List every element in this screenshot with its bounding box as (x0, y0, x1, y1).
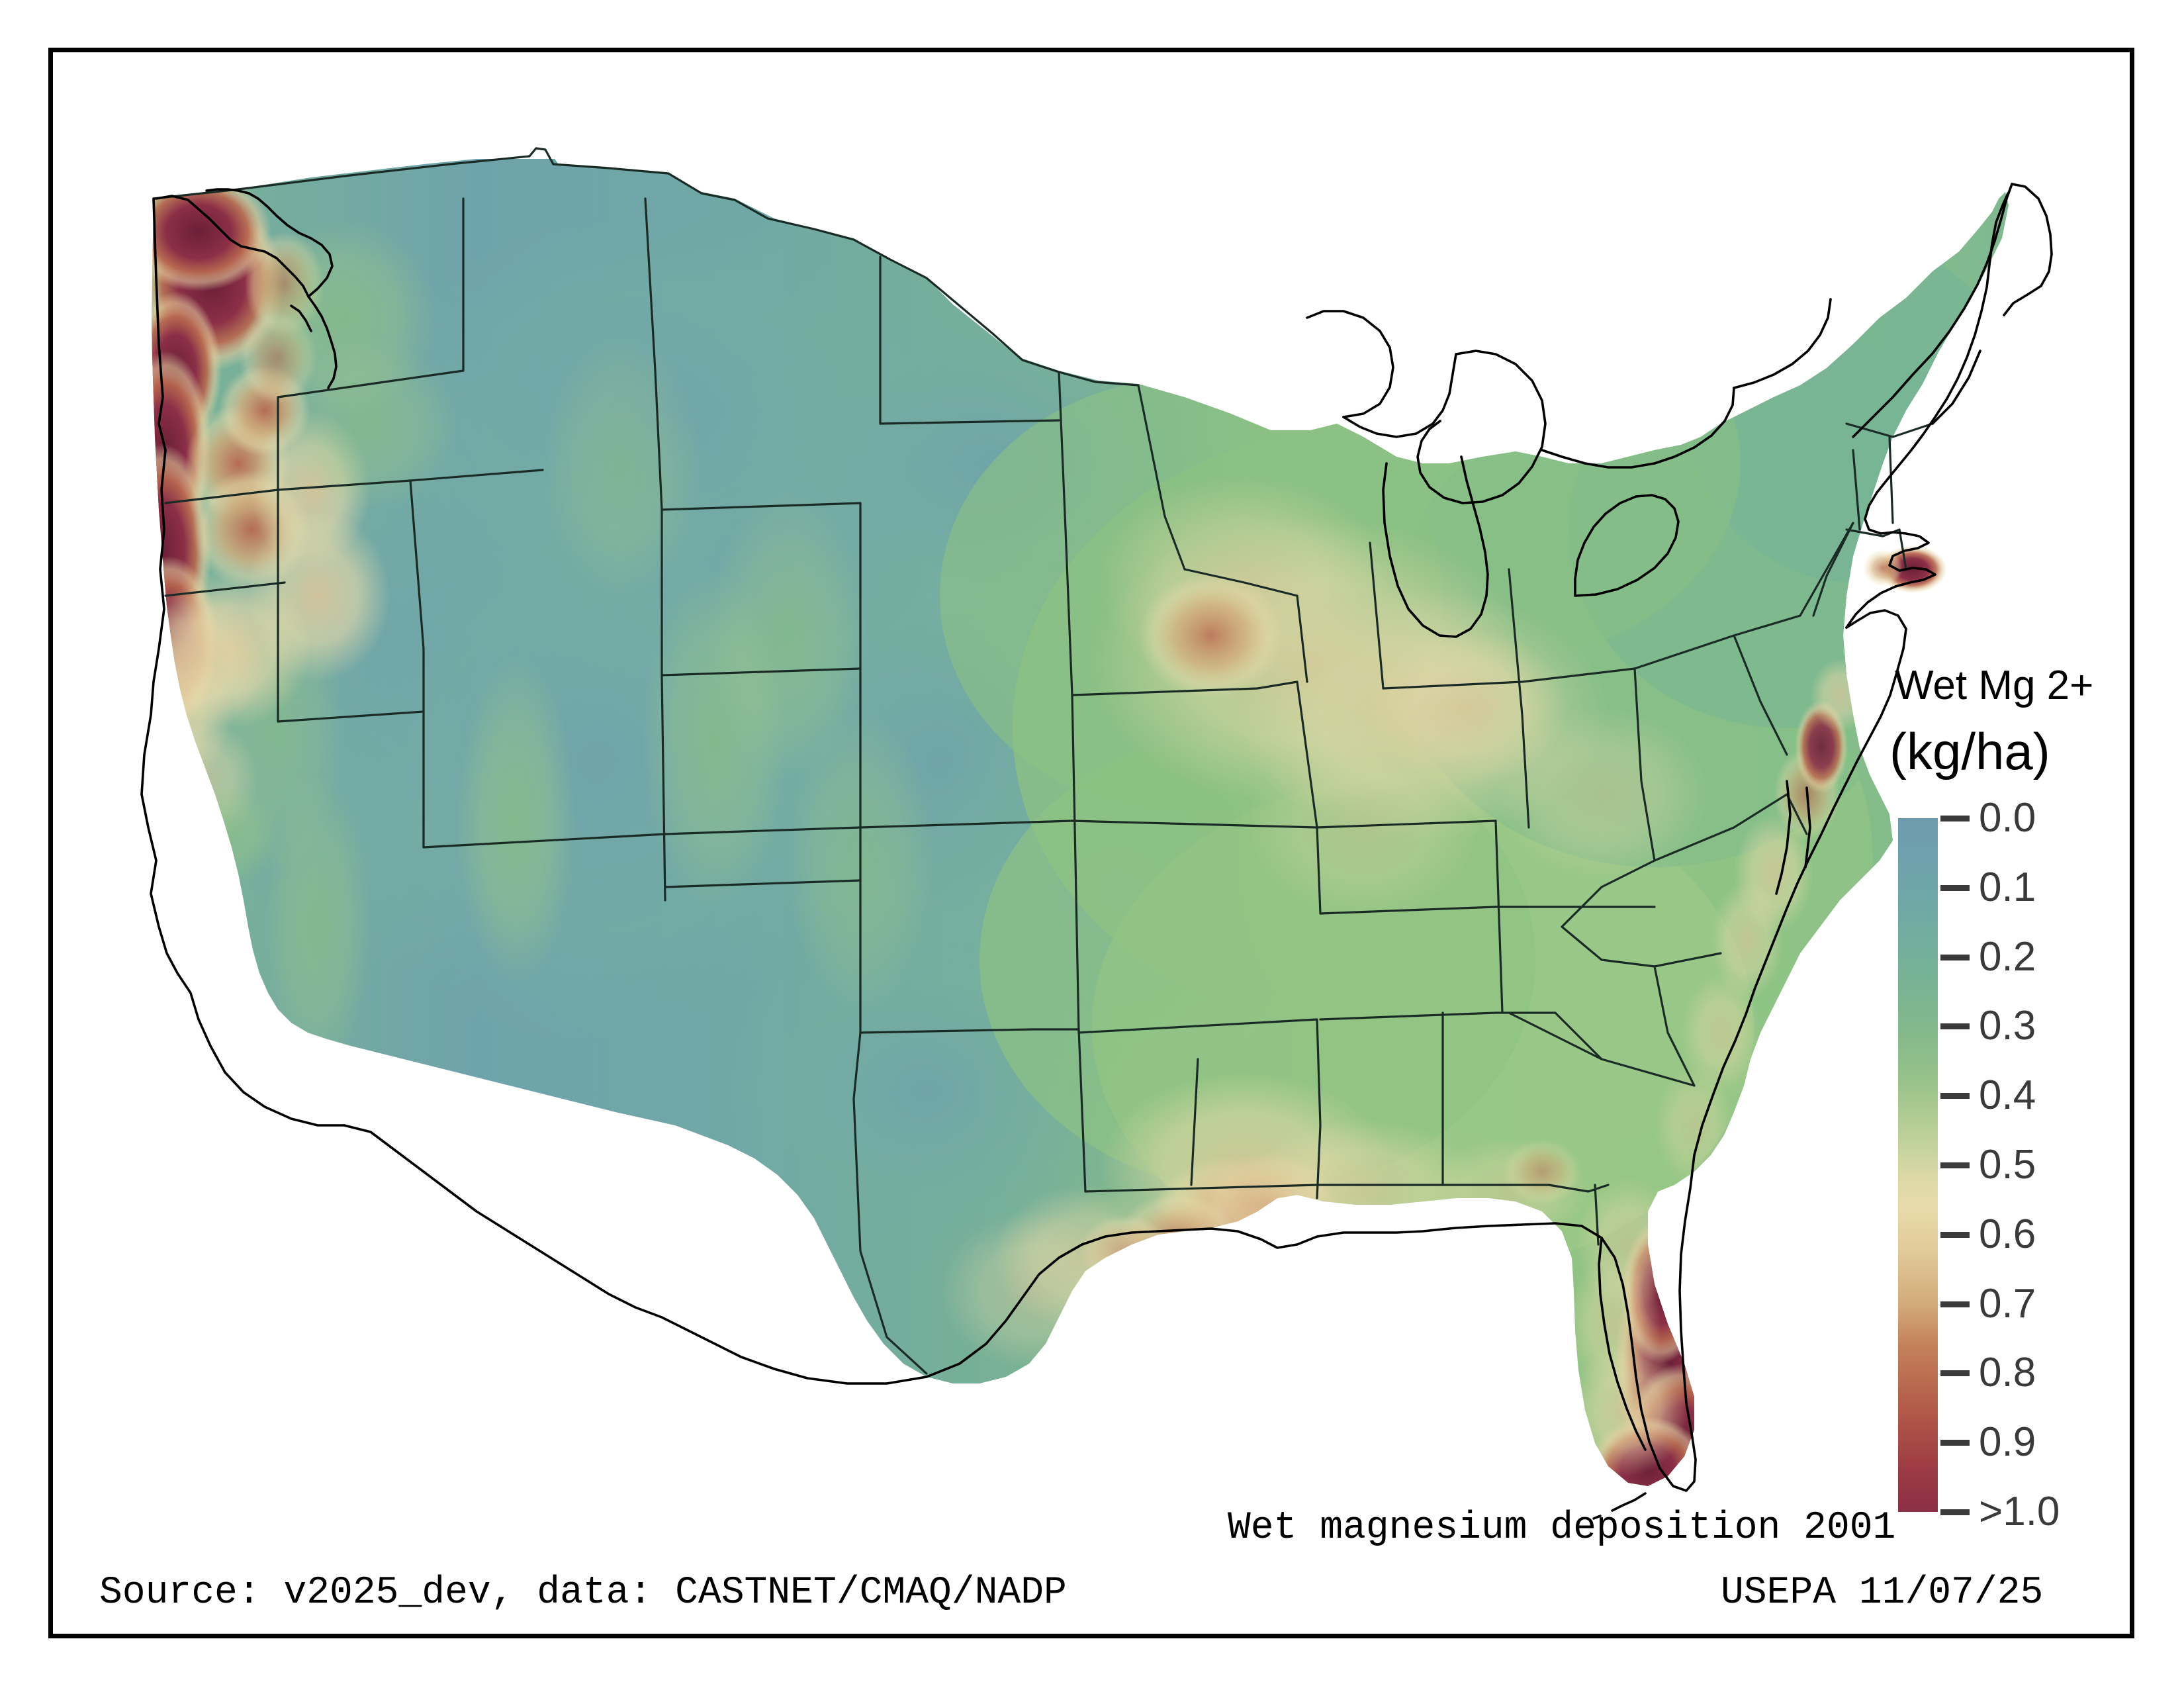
legend-title-variable: Wet Mg 2+ (1895, 663, 2094, 708)
colorbar-tick-10 (1940, 1509, 1970, 1515)
colorbar-tick-label-7: 0.7 (1979, 1280, 2036, 1327)
map-caption-title: Wet magnesium deposition 2001 (1228, 1507, 1896, 1550)
colorbar-tick-label-0: 0.0 (1979, 795, 2036, 841)
colorbar-tick-label-5: 0.5 (1979, 1142, 2036, 1188)
colorbar-tick-label-1: 0.1 (1979, 864, 2036, 910)
colorbar-tick-label-2: 0.2 (1979, 933, 2036, 980)
legend-title-units: (kg/ha) (1889, 722, 2050, 780)
colorbar-tick-label-4: 0.4 (1979, 1072, 2036, 1119)
colorbar-tick-0 (1940, 816, 1970, 821)
colorbar[interactable] (1898, 818, 1938, 1512)
colorbar-tick-label-8: 0.8 (1979, 1350, 2036, 1396)
colorbar-tick-2 (1940, 954, 1970, 961)
deposition-raster (152, 159, 2009, 1486)
colorbar-tick-label-10: >1.0 (1979, 1489, 2060, 1534)
colorbar-tick-1 (1940, 884, 1970, 891)
coastline (140, 183, 2053, 1520)
colorbar-tick-7 (1940, 1301, 1970, 1307)
colorbar-tick-label-9: 0.9 (1979, 1419, 2036, 1466)
cape-cod-hotspot (1863, 545, 1947, 593)
colorbar-tick-8 (1940, 1370, 1970, 1377)
source-text: Source: v2025_dev, data: CASTNET/CMAQ/NA… (99, 1571, 1067, 1615)
colorbar-tick-label-3: 0.3 (1979, 1003, 2036, 1049)
colorbar-tick-4 (1940, 1093, 1970, 1100)
state-borders (152, 147, 1934, 1375)
colorbar-tick-3 (1940, 1023, 1970, 1030)
colorbar-tick-9 (1940, 1440, 1970, 1446)
agency-text: USEPA 11/07/25 (1721, 1571, 2044, 1615)
colorbar-tick-6 (1940, 1231, 1970, 1238)
colorbar-gradient (1898, 818, 1938, 1512)
colorbar-tick-label-6: 0.6 (1979, 1211, 2036, 1257)
colorbar-tick-5 (1940, 1162, 1970, 1168)
